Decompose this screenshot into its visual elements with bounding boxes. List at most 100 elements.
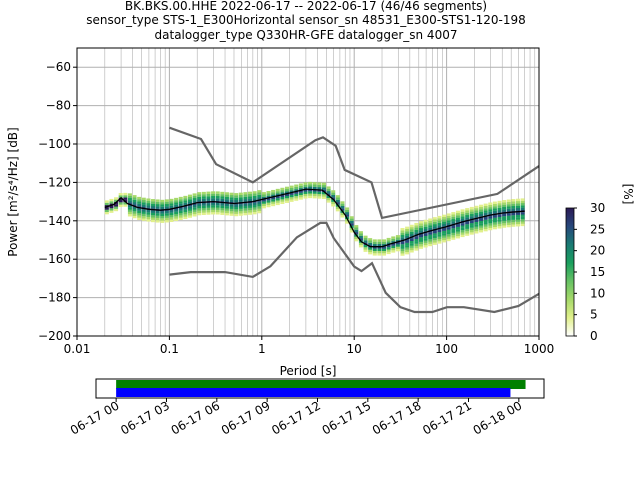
heatmap-cell (479, 211, 484, 214)
heatmap-cell (405, 251, 410, 255)
heatmap-cell (331, 197, 336, 200)
heatmap-cell (474, 208, 479, 211)
heatmap-cell (474, 231, 479, 234)
heatmap-cell (132, 202, 137, 205)
heatmap-cell (479, 213, 484, 217)
heatmap-cell (400, 241, 405, 245)
heatmap-cell (455, 233, 460, 237)
heatmap-cell (465, 231, 470, 234)
heatmap-cell (220, 203, 225, 206)
heatmap-cell (127, 209, 132, 212)
heatmap-cell (492, 215, 497, 218)
heatmap-cell (187, 206, 192, 209)
heatmap-cell (201, 198, 206, 202)
heatmap-cell (506, 220, 511, 223)
heatmap-cell (312, 186, 317, 190)
heatmap-cell (137, 199, 142, 202)
heatmap-cell (229, 192, 234, 196)
heatmap-cell (169, 198, 174, 202)
heatmap-cell (215, 198, 220, 201)
heatmap-cell (502, 216, 507, 219)
heatmap-cell (151, 205, 156, 209)
heatmap-cell (220, 194, 225, 197)
heatmap-cell (469, 232, 474, 235)
grid (77, 48, 539, 337)
heatmap-cell (132, 215, 137, 219)
heatmap-cell (243, 196, 248, 200)
heatmap-cell (164, 215, 169, 218)
heatmap-cell (280, 199, 285, 202)
heatmap-cell (211, 212, 216, 215)
heatmap-cell (465, 228, 470, 232)
heatmap-cell (187, 215, 192, 218)
heatmap-cell (368, 249, 373, 253)
heatmap-cell (257, 192, 262, 195)
heatmap-cell (409, 224, 414, 228)
heatmap-cell (155, 213, 160, 216)
heatmap-cell (275, 188, 280, 192)
heatmap-cell (474, 219, 479, 222)
heatmap-cell (257, 206, 262, 209)
heatmap-cell (155, 199, 160, 202)
heatmap-cell (271, 196, 276, 200)
heatmap-cell (284, 193, 290, 197)
heatmap-cell (354, 236, 359, 240)
heatmap-cell (488, 216, 493, 219)
heatmap-cell (118, 204, 123, 207)
heatmap-cell (405, 245, 410, 248)
heatmap-cell (201, 212, 206, 216)
heatmap-cell (502, 213, 507, 217)
heatmap-cell (349, 218, 354, 221)
psd-heatmap (104, 181, 525, 256)
heatmap-cell (257, 210, 262, 214)
heatmap-cell (127, 214, 132, 217)
heatmap-cell (515, 221, 521, 225)
heatmap-cell (479, 218, 484, 221)
heatmap-cell (423, 228, 428, 232)
heatmap-cell (432, 230, 437, 234)
heatmap-cell (511, 208, 516, 211)
heatmap-cell (465, 212, 470, 216)
heatmap-cell (326, 200, 331, 203)
heatmap-cell (358, 242, 363, 246)
heatmap-cell (414, 222, 419, 226)
heatmap-cell (201, 194, 206, 197)
heatmap-cell (206, 198, 211, 201)
heatmap-cell (455, 236, 460, 239)
heatmap-cell (294, 189, 299, 192)
heatmap-cell (137, 217, 142, 221)
heatmap-cell (271, 199, 276, 202)
heatmap-cell (418, 237, 423, 240)
heatmap-cell (455, 226, 460, 230)
heatmap-cell (345, 218, 350, 222)
heatmap-cell (437, 234, 442, 237)
heatmap-cell (497, 223, 502, 227)
heatmap-cell (363, 240, 368, 243)
heatmap-cell (224, 212, 229, 216)
heatmap-cell (400, 237, 405, 240)
heatmap-cell (248, 193, 253, 197)
heatmap-cell (488, 209, 493, 212)
heatmap-cell (428, 236, 433, 240)
heatmap-cell (432, 242, 437, 245)
heatmap-cell (465, 233, 470, 236)
heatmap-cell (298, 188, 303, 191)
heatmap-cell (451, 212, 456, 215)
heatmap-cell (358, 238, 363, 241)
heatmap-cell (308, 188, 313, 192)
heatmap-cell (382, 246, 387, 249)
heatmap-cell (215, 191, 220, 194)
heatmap-cell (118, 199, 123, 203)
heatmap-cell (197, 192, 202, 195)
heatmap-cell (520, 198, 525, 201)
heatmap-cell (303, 193, 308, 197)
heatmap-cell (354, 229, 359, 233)
heatmap-cell (197, 203, 202, 207)
heatmap-cell (442, 237, 447, 241)
heatmap-cell (488, 211, 493, 215)
timeline-tick-label: 06-17 00 (68, 398, 122, 437)
heatmap-cell (141, 213, 146, 217)
heatmap-cell (395, 244, 400, 247)
heatmap-cell (146, 198, 151, 201)
high-noise-model-line (169, 126, 540, 220)
